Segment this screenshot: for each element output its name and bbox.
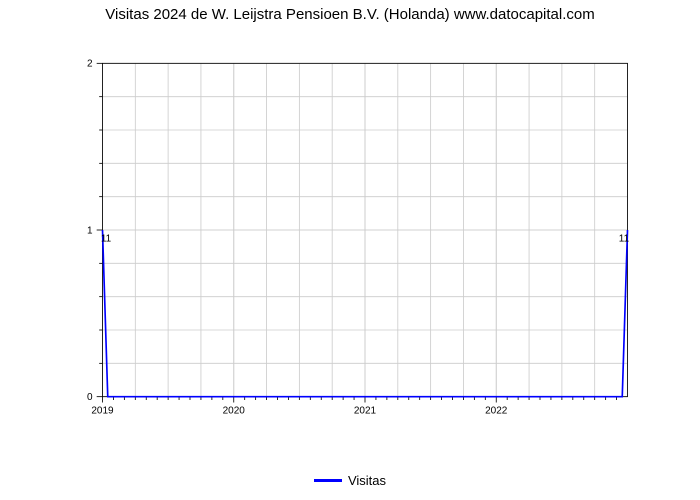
chart-title: Visitas 2024 de W. Leijstra Pensioen B.V… <box>0 6 700 23</box>
svg-text:11: 11 <box>101 234 112 245</box>
svg-text:0: 0 <box>87 392 93 403</box>
legend-label: Visitas <box>348 473 386 488</box>
legend-swatch <box>314 479 342 482</box>
chart-container: Visitas 2024 de W. Leijstra Pensioen B.V… <box>0 0 700 500</box>
svg-text:11: 11 <box>619 234 630 245</box>
svg-text:2020: 2020 <box>223 405 246 416</box>
chart-legend: Visitas <box>0 472 700 488</box>
svg-text:2022: 2022 <box>485 405 508 416</box>
svg-text:2: 2 <box>87 59 93 70</box>
svg-text:2019: 2019 <box>91 405 114 416</box>
svg-text:2021: 2021 <box>354 405 377 416</box>
svg-text:1: 1 <box>87 225 93 236</box>
chart-plot-area: 2019 2020 2021 2022 0 1 2 11 11 <box>50 30 680 430</box>
